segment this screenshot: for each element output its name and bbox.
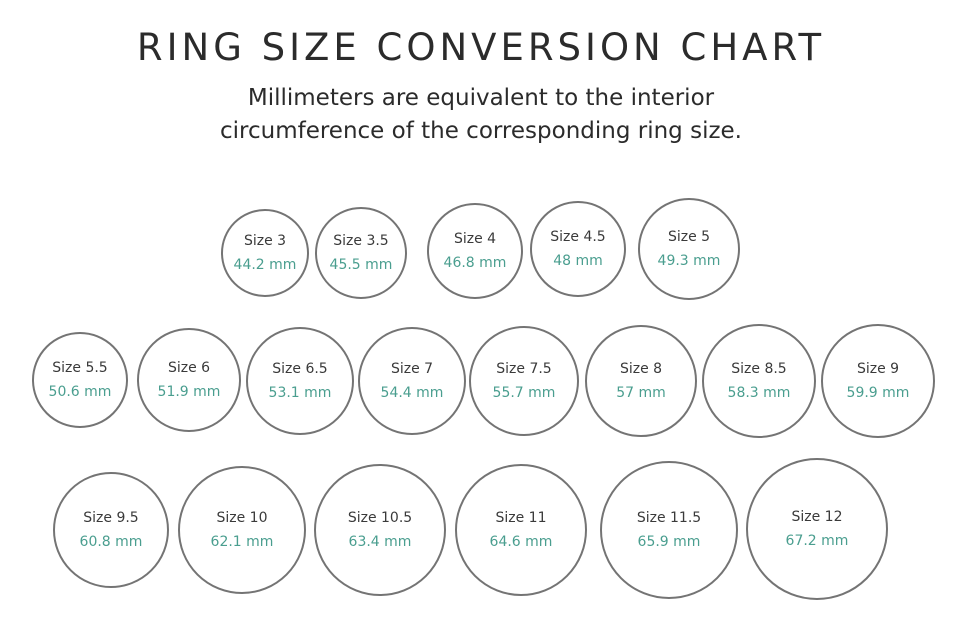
ring-size-label: Size 4 (453, 231, 497, 247)
ring-mm-label: 59.9 mm (846, 385, 910, 401)
ring-mm-label: 63.4 mm (348, 534, 412, 550)
ring-size-label: Size 11.5 (636, 510, 702, 526)
ring-size-label: Size 12 (791, 509, 843, 525)
ring-circle: Size 8 57 mm (585, 325, 697, 437)
ring-size-label: Size 11 (495, 510, 547, 526)
ring-mm-label: 50.6 mm (48, 384, 112, 400)
ring-mm-label: 57 mm (616, 385, 666, 401)
ring-circle: Size 4.5 48 mm (530, 201, 626, 297)
ring-size-label: Size 3.5 (333, 233, 389, 249)
ring-size-label: Size 9 (856, 361, 900, 377)
ring-circle: Size 10.5 63.4 mm (314, 464, 446, 596)
ring-mm-label: 53.1 mm (268, 385, 332, 401)
ring-circle: Size 11.5 65.9 mm (600, 461, 738, 599)
ring-circle: Size 9.5 60.8 mm (53, 472, 169, 588)
ring-size-label: Size 6.5 (272, 361, 328, 377)
ring-size-label: Size 8.5 (731, 361, 787, 377)
ring-label-group: Size 6 51.9 mm (139, 359, 239, 401)
ring-size-label: Size 4.5 (550, 229, 606, 245)
ring-label-group: Size 5.5 50.6 mm (34, 359, 126, 401)
ring-size-label: Size 6 (167, 360, 211, 376)
ring-size-label: Size 8 (619, 361, 663, 377)
ring-label-group: Size 11 64.6 mm (457, 509, 585, 551)
ring-mm-label: 44.2 mm (233, 257, 297, 273)
ring-size-label: Size 5.5 (52, 360, 108, 376)
ring-label-group: Size 4.5 48 mm (532, 228, 624, 270)
ring-circle: Size 7.5 55.7 mm (469, 326, 579, 436)
ring-mm-label: 58.3 mm (727, 385, 791, 401)
subtitle-line-2: circumference of the corresponding ring … (219, 118, 742, 144)
ring-mm-label: 46.8 mm (443, 255, 507, 271)
ring-circle: Size 3.5 45.5 mm (315, 207, 407, 299)
ring-label-group: Size 9 59.9 mm (823, 360, 933, 402)
ring-size-label: Size 9.5 (83, 510, 139, 526)
ring-mm-label: 67.2 mm (785, 533, 849, 549)
ring-mm-label: 65.9 mm (637, 534, 701, 550)
subtitle-line-1: Millimeters are equivalent to the interi… (247, 85, 715, 111)
ring-mm-label: 64.6 mm (489, 534, 553, 550)
ring-size-label: Size 7.5 (496, 361, 552, 377)
ring-mm-label: 45.5 mm (329, 257, 393, 273)
ring-label-group: Size 5 49.3 mm (640, 228, 738, 270)
ring-mm-label: 55.7 mm (492, 385, 556, 401)
ring-mm-label: 60.8 mm (79, 534, 143, 550)
ring-circle: Size 3 44.2 mm (221, 209, 309, 297)
ring-circle: Size 10 62.1 mm (178, 466, 306, 594)
ring-label-group: Size 8 57 mm (587, 360, 695, 402)
ring-mm-label: 51.9 mm (157, 384, 221, 400)
ring-circle: Size 9 59.9 mm (821, 324, 935, 438)
ring-label-group: Size 11.5 65.9 mm (602, 509, 736, 551)
ring-circle: Size 11 64.6 mm (455, 464, 587, 596)
ring-size-label: Size 7 (390, 361, 434, 377)
ring-label-group: Size 8.5 58.3 mm (704, 360, 814, 402)
ring-label-group: Size 4 46.8 mm (429, 230, 521, 272)
ring-label-group: Size 3 44.2 mm (223, 232, 307, 274)
ring-circle: Size 12 67.2 mm (746, 458, 888, 600)
ring-mm-label: 62.1 mm (210, 534, 274, 550)
ring-size-label: Size 10.5 (347, 510, 413, 526)
ring-circle: Size 5 49.3 mm (638, 198, 740, 300)
ring-circle: Size 4 46.8 mm (427, 203, 523, 299)
ring-label-group: Size 7 54.4 mm (360, 360, 464, 402)
ring-size-label: Size 5 (667, 229, 711, 245)
ring-circle: Size 6 51.9 mm (137, 328, 241, 432)
ring-label-group: Size 10.5 63.4 mm (316, 509, 444, 551)
ring-label-group: Size 12 67.2 mm (748, 508, 886, 550)
ring-circle: Size 6.5 53.1 mm (246, 327, 354, 435)
chart-subtitle: Millimeters are equivalent to the interi… (0, 82, 962, 148)
ring-size-label: Size 10 (216, 510, 268, 526)
ring-label-group: Size 6.5 53.1 mm (248, 360, 352, 402)
ring-mm-label: 54.4 mm (380, 385, 444, 401)
ring-label-group: Size 10 62.1 mm (180, 509, 304, 551)
ring-mm-label: 49.3 mm (657, 253, 721, 269)
ring-size-label: Size 3 (243, 233, 287, 249)
ring-label-group: Size 3.5 45.5 mm (317, 232, 405, 274)
ring-circle: Size 8.5 58.3 mm (702, 324, 816, 438)
ring-circle: Size 5.5 50.6 mm (32, 332, 128, 428)
chart-title: RING SIZE CONVERSION CHART (136, 26, 826, 69)
ring-mm-label: 48 mm (553, 253, 603, 269)
ring-label-group: Size 9.5 60.8 mm (55, 509, 167, 551)
ring-circle: Size 7 54.4 mm (358, 327, 466, 435)
ring-label-group: Size 7.5 55.7 mm (471, 360, 577, 402)
